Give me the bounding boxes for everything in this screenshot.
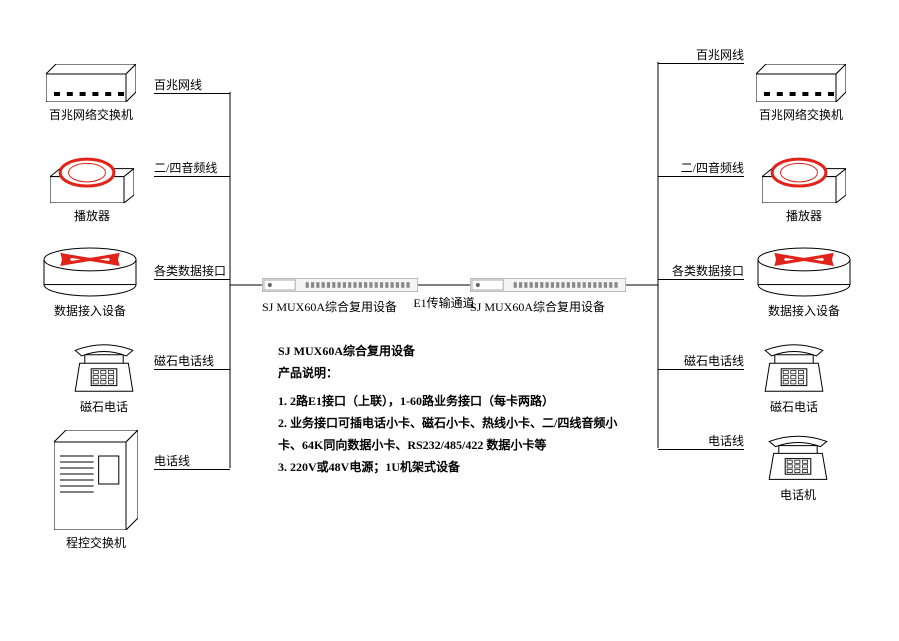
left-router-link-label: 各类数据接口 xyxy=(154,262,230,280)
left-pbx-icon xyxy=(54,430,138,530)
left-magneto-link-label: 磁石电话线 xyxy=(154,352,230,370)
right-player-label: 播放器 xyxy=(786,207,822,224)
left-router-label: 数据接入设备 xyxy=(54,302,126,319)
mux-left-icon xyxy=(262,278,418,292)
right-phone-link-label: 电话线 xyxy=(658,432,744,450)
desc-line-2: 2. 业务接口可插电话小卡、磁石小卡、热线小卡、二/四线音频小卡、64K同向数据… xyxy=(278,412,618,456)
mux-right-icon xyxy=(470,278,626,292)
description-block: SJ MUX60A综合复用设备 产品说明： 1. 2路E1接口（上联），1-60… xyxy=(278,340,618,478)
desc-line-3: 3. 220V或48V电源；1U机架式设备 xyxy=(278,456,618,478)
desc-line-1: 1. 2路E1接口（上联），1-60路业务接口（每卡两路） xyxy=(278,390,618,412)
right-magneto-link-label: 磁石电话线 xyxy=(658,352,744,370)
right-magneto-label: 磁石电话 xyxy=(770,398,818,415)
left-player-link-label: 二/四音频线 xyxy=(154,159,230,177)
left-player-label: 播放器 xyxy=(74,207,110,224)
desc-title: SJ MUX60A综合复用设备 xyxy=(278,340,618,362)
right-switch-icon xyxy=(756,64,846,102)
right-switch-link-label: 百兆网线 xyxy=(658,46,744,64)
left-magneto-label: 磁石电话 xyxy=(80,398,128,415)
mux-right-caption: SJ MUX60A综合复用设备 xyxy=(470,298,605,315)
right-phone-label: 电话机 xyxy=(780,486,816,503)
left-player-icon xyxy=(50,155,134,203)
desc-subtitle: 产品说明： xyxy=(278,362,618,384)
left-router-icon xyxy=(42,246,138,298)
left-switch-link-label: 百兆网线 xyxy=(154,76,230,94)
mux-link-label: E1传输通道 xyxy=(413,294,474,311)
left-switch-label: 百兆网络交换机 xyxy=(49,106,133,123)
right-magneto-icon xyxy=(762,338,826,394)
right-player-link-label: 二/四音频线 xyxy=(658,159,744,177)
mux-left-caption: SJ MUX60A综合复用设备 xyxy=(262,298,397,315)
right-router-link-label: 各类数据接口 xyxy=(658,262,744,280)
left-pbx-label: 程控交换机 xyxy=(66,534,126,551)
right-router-label: 数据接入设备 xyxy=(768,302,840,319)
right-phone-icon xyxy=(766,430,830,482)
left-switch-icon xyxy=(46,64,136,102)
left-magneto-icon xyxy=(72,338,136,394)
left-pbx-link-label: 电话线 xyxy=(154,452,230,470)
right-switch-label: 百兆网络交换机 xyxy=(759,106,843,123)
right-router-icon xyxy=(756,246,852,298)
right-player-icon xyxy=(762,155,846,203)
